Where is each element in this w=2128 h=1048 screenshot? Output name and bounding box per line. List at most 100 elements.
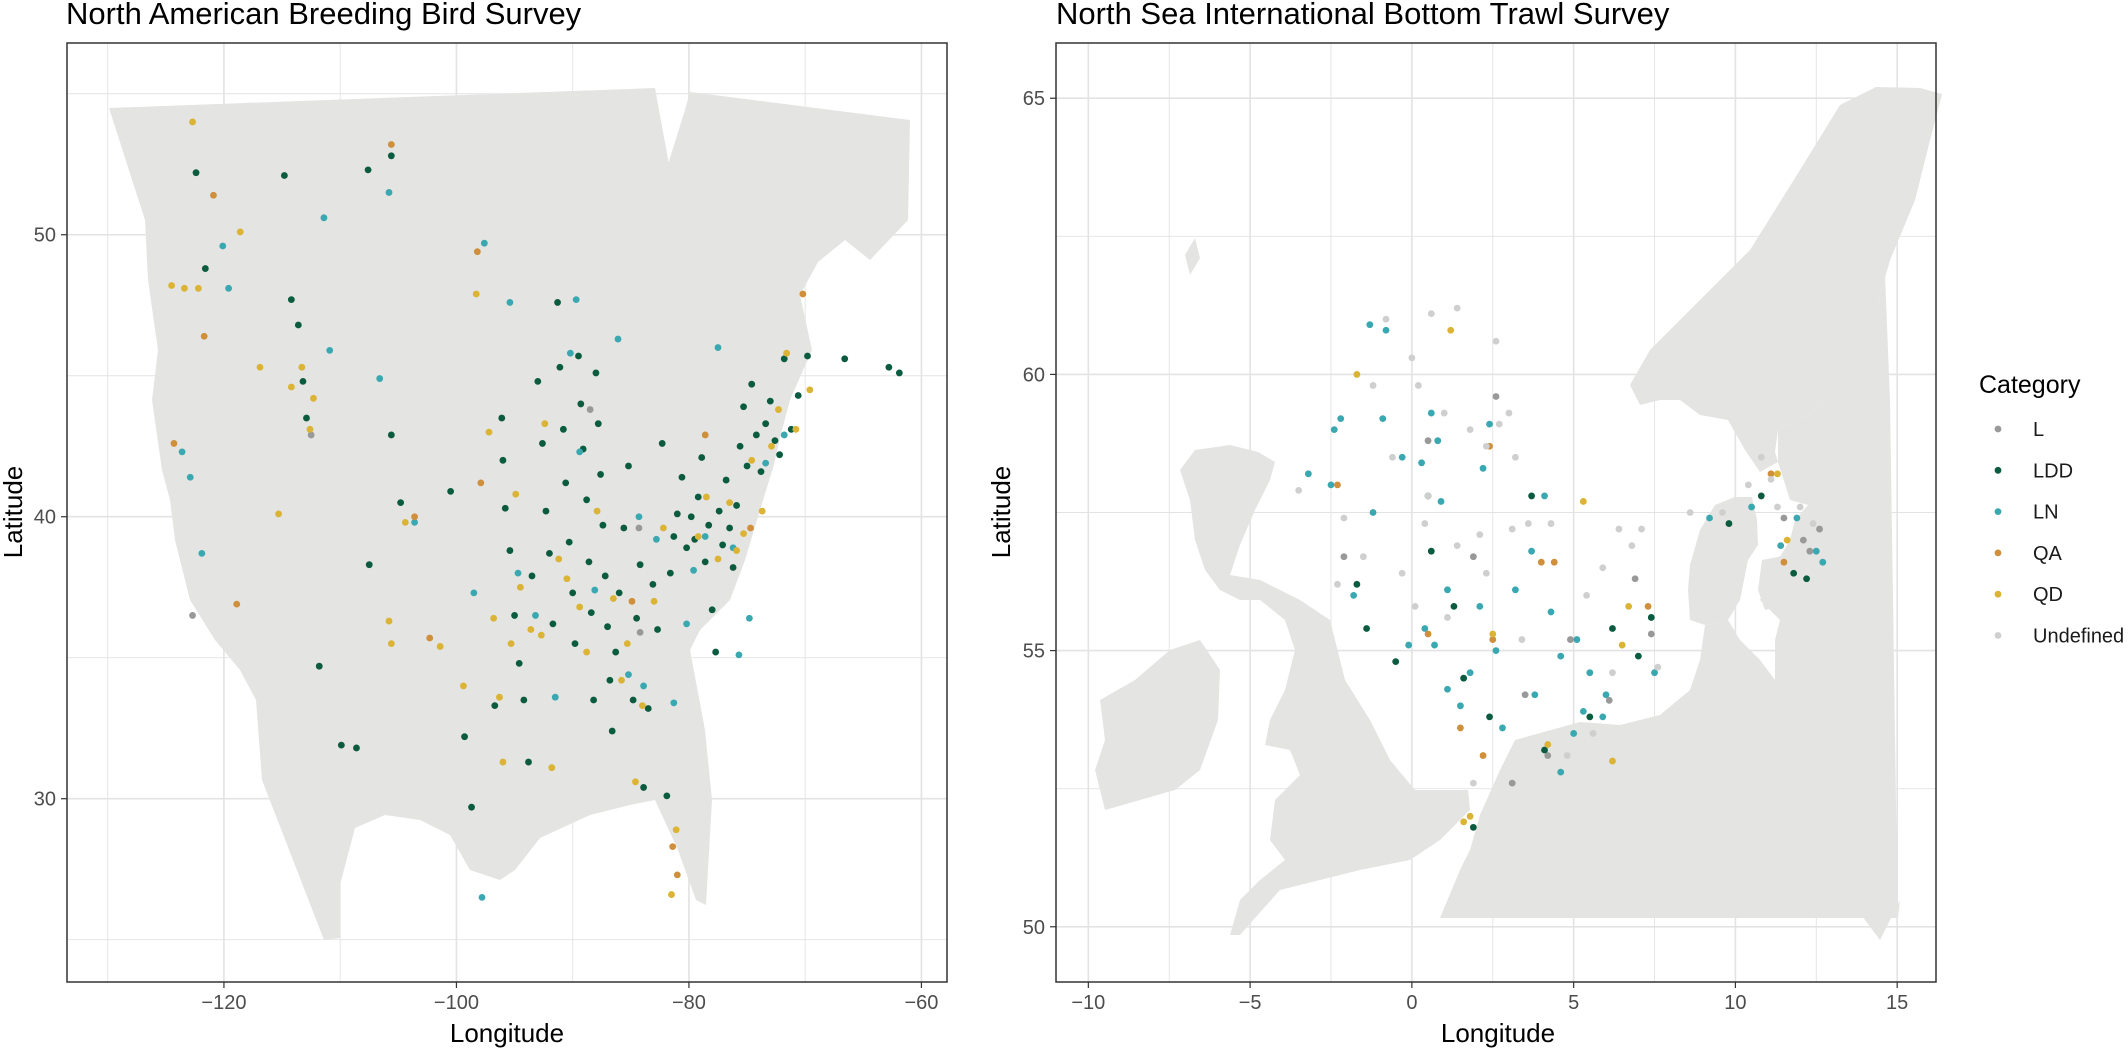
x-tick-label: 15 [1886,992,1908,1014]
data-point-ldd [1450,603,1458,610]
data-point-ldd [501,504,509,512]
data-point-ldd [698,454,706,461]
data-point-ln [1819,558,1827,566]
shetland-islands-landmass [1185,238,1200,275]
data-point-undefined [1589,730,1597,737]
data-point-ldd [534,377,542,385]
data-point-ldd [673,510,681,518]
data-point-ldd [1541,746,1548,754]
data-point-qd [563,575,571,583]
data-point-undefined [1628,542,1636,550]
data-point-ldd [1469,823,1477,831]
axis-ticks: −120 −100 −80 −60 30 40 50 [34,225,939,1014]
data-point-ln [478,894,486,901]
data-point-ln [225,284,232,292]
data-point-qd [507,640,515,648]
data-point-qd [275,510,282,518]
data-point-qa [411,513,418,521]
data-point-undefined [1411,603,1419,610]
data-point-ldd [587,609,595,617]
data-point-qd [1783,536,1791,544]
data-point-undefined [1796,503,1804,511]
data-point-ln [1748,503,1755,511]
data-point-ldd [491,702,499,710]
data-point-ldd [740,403,747,411]
data-point-ldd [780,355,788,363]
legend-label-qa: QA [2033,543,2063,565]
data-point-undefined [1654,663,1662,671]
y-tick-label: 60 [1023,364,1045,386]
panel-border [66,42,948,983]
data-point-qd [1489,630,1497,638]
data-point-undefined [1686,509,1694,516]
data-point-ldd [299,377,307,385]
data-point-qd [1353,371,1361,378]
data-point-undefined [1719,509,1726,516]
data-point-undefined [1638,525,1645,533]
data-point-ln [762,459,770,467]
data-point-ln [635,513,643,521]
data-point-l [1605,696,1613,704]
data-point-undefined [1369,382,1377,389]
data-point-qd [490,614,498,622]
data-point-l [1492,393,1500,400]
data-point-ldd [629,696,637,704]
legend-key-qa [1994,549,2002,557]
data-point-ldd [387,431,395,439]
data-point-ln [1304,470,1312,478]
y-tick-label: 50 [1023,917,1045,939]
data-point-ldd [766,397,774,405]
data-point-ln [1557,768,1565,776]
data-point-ldd [804,352,811,360]
legend: Category L LDD LN QA QD Undefined [1979,371,2124,648]
data-point-ln [572,296,580,304]
data-point-ln [480,239,488,247]
europe-landmass [1095,87,1942,940]
data-point-qd [189,118,196,126]
data-point-ln [1327,481,1335,489]
data-point-l [1469,553,1477,561]
data-point-l [1340,553,1348,561]
y-axis-label: Latitude [0,466,28,559]
y-axis-label: Latitude [986,466,1016,559]
data-point-qd [639,702,646,710]
data-point-ldd [1803,575,1810,583]
data-point-qa [233,600,241,608]
data-point-undefined [1408,354,1416,362]
data-point-ldd [192,169,200,177]
data-point-undefined [1334,580,1341,588]
data-point-l [189,612,196,619]
data-point-ldd [539,440,546,447]
data-point-ldd [468,803,475,811]
data-point-qd [792,425,800,433]
data-point-qa [1479,752,1487,759]
panel-border [1055,42,1937,983]
data-point-qd [1466,812,1474,820]
data-point-ldd [1609,625,1616,632]
data-point-l [1424,437,1432,445]
data-point-ldd [590,696,598,704]
x-axis-label: Longitude [1441,1018,1555,1048]
data-point-ldd [705,521,713,529]
data-point-ln [376,375,384,382]
data-point-qd [1609,757,1616,765]
data-point-qd [385,617,393,625]
data-point-qd [672,826,680,834]
data-point-undefined [1508,525,1516,533]
data-point-l [1816,525,1823,533]
data-point-l [307,431,315,439]
data-point-ln [1573,636,1581,643]
data-point-qd [694,533,702,540]
data-point-ln [470,589,478,597]
data-point-undefined [1359,553,1367,561]
data-point-undefined [1774,503,1781,511]
data-point-undefined [1466,426,1474,434]
data-point-qd [310,394,317,402]
data-point-ldd [726,524,734,532]
data-point-ln [385,189,393,196]
data-point-qa [669,843,677,851]
data-point-qd [485,428,493,436]
data-point-ln [683,620,691,628]
data-point-qd [527,626,535,633]
data-point-ln [1466,669,1474,677]
